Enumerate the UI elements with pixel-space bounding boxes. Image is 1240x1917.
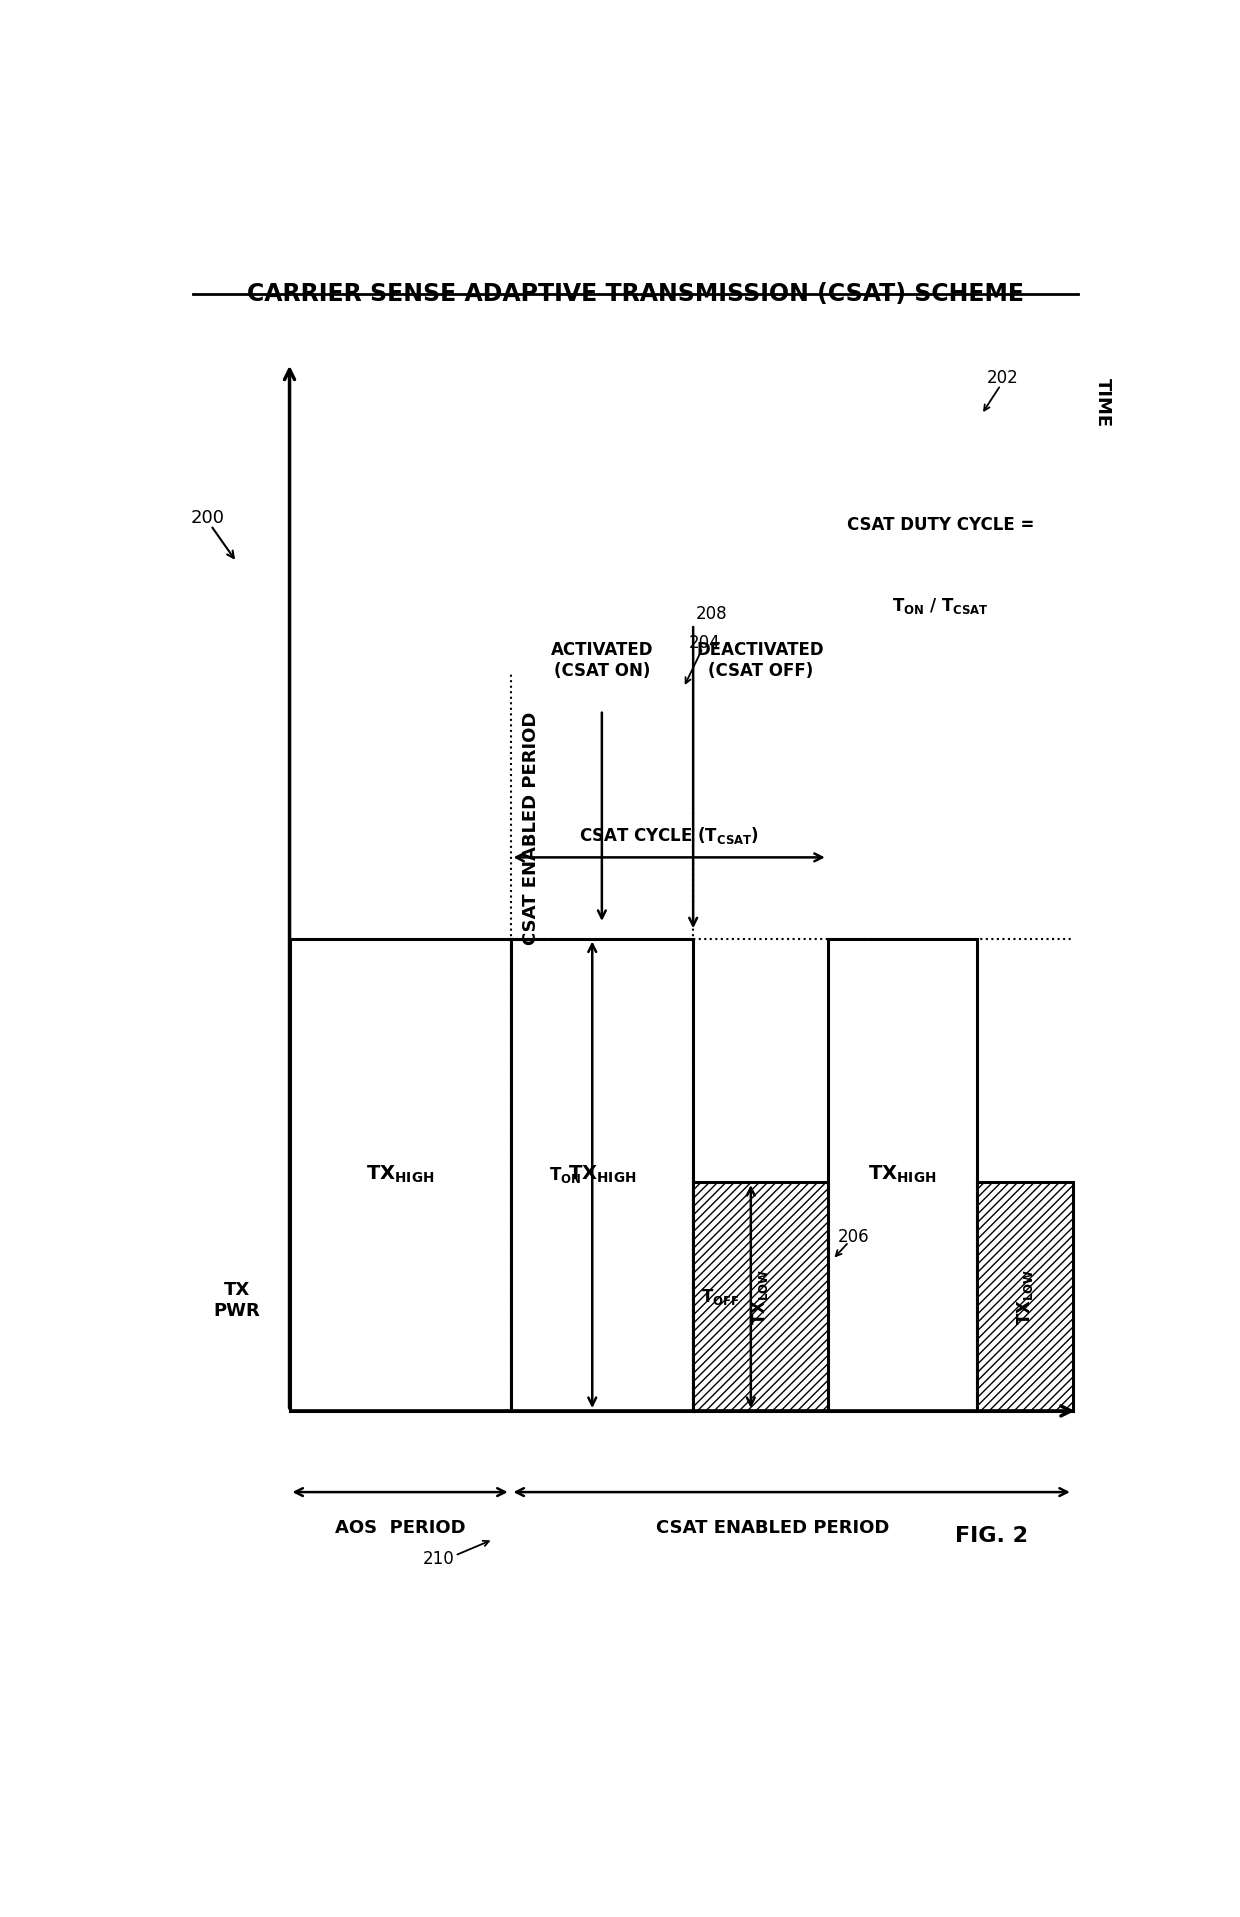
Text: CSAT DUTY CYCLE =: CSAT DUTY CYCLE = xyxy=(847,516,1034,535)
Text: TX$_{\mathregular{LOW}}$: TX$_{\mathregular{LOW}}$ xyxy=(750,1269,770,1325)
Text: 210: 210 xyxy=(423,1549,454,1568)
Text: 200: 200 xyxy=(191,508,224,527)
Text: CARRIER SENSE ADAPTIVE TRANSMISSION (CSAT) SCHEME: CARRIER SENSE ADAPTIVE TRANSMISSION (CSA… xyxy=(247,282,1024,305)
Text: FIG. 2: FIG. 2 xyxy=(955,1526,1028,1547)
Bar xyxy=(977,1183,1073,1411)
Text: TX$_{\mathregular{HIGH}}$: TX$_{\mathregular{HIGH}}$ xyxy=(868,1164,936,1185)
Text: CSAT ENABLED PERIOD: CSAT ENABLED PERIOD xyxy=(656,1518,889,1537)
Text: 206: 206 xyxy=(837,1229,869,1246)
Text: CSAT ENABLED PERIOD: CSAT ENABLED PERIOD xyxy=(522,711,541,945)
Bar xyxy=(511,939,693,1411)
Text: T$_{\mathregular{ON}}$ / T$_{\mathregular{CSAT}}$: T$_{\mathregular{ON}}$ / T$_{\mathregula… xyxy=(893,596,990,617)
Text: CSAT CYCLE (T$_{\mathregular{CSAT}}$): CSAT CYCLE (T$_{\mathregular{CSAT}}$) xyxy=(579,824,759,845)
Text: 208: 208 xyxy=(696,606,728,623)
Bar xyxy=(828,939,977,1411)
Text: ACTIVATED
(CSAT ON): ACTIVATED (CSAT ON) xyxy=(551,642,653,681)
Bar xyxy=(693,1183,828,1411)
Text: T$_{\mathregular{OFF}}$: T$_{\mathregular{OFF}}$ xyxy=(701,1286,739,1307)
Text: DEACTIVATED
(CSAT OFF): DEACTIVATED (CSAT OFF) xyxy=(697,642,825,681)
Text: TX$_{\mathregular{LOW}}$: TX$_{\mathregular{LOW}}$ xyxy=(1014,1269,1034,1325)
Text: AOS  PERIOD: AOS PERIOD xyxy=(335,1518,465,1537)
Text: T$_{\mathregular{ON}}$: T$_{\mathregular{ON}}$ xyxy=(548,1166,580,1185)
Text: TIME: TIME xyxy=(1094,378,1112,427)
Text: 202: 202 xyxy=(986,368,1018,387)
Text: TX
PWR: TX PWR xyxy=(213,1281,260,1319)
Text: 204: 204 xyxy=(688,635,720,652)
Bar xyxy=(290,939,511,1411)
Text: TX$_{\mathregular{HIGH}}$: TX$_{\mathregular{HIGH}}$ xyxy=(366,1164,434,1185)
Text: TX$_{\mathregular{HIGH}}$: TX$_{\mathregular{HIGH}}$ xyxy=(568,1164,636,1185)
